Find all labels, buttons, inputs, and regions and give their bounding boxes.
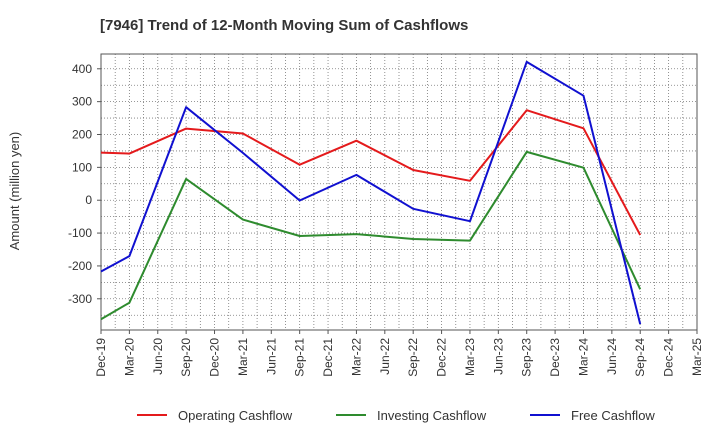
x-tick-label: Jun-23	[491, 338, 505, 375]
x-tick-label: Sep-21	[293, 338, 307, 377]
legend: Operating Cashflow Investing Cashflow Free…	[137, 408, 655, 423]
x-tick-label: Mar-21	[236, 338, 250, 376]
y-tick-label: 400	[72, 62, 92, 76]
x-tick-label: Mar-20	[122, 338, 136, 376]
series-line-operating-cashflow	[100, 109, 642, 236]
x-tick-label: Sep-23	[520, 338, 534, 377]
x-tick-label: Sep-22	[406, 338, 420, 377]
y-tick-label: 200	[72, 128, 92, 142]
x-tick-label: Dec-24	[662, 338, 676, 377]
y-tick-label: 100	[72, 160, 92, 174]
axes: 400 300 200 100 0 -100 -200 -300 Dec-19 Mar-20 Jun…	[68, 53, 704, 377]
legend-label: Operating Cashflow	[178, 408, 293, 423]
x-tick-label: Dec-23	[548, 338, 562, 377]
x-tick-label: Dec-22	[435, 338, 449, 377]
x-tick-label: Dec-19	[94, 338, 108, 377]
plot-area-border	[100, 53, 698, 331]
y-tick-label: -200	[68, 259, 92, 273]
y-tick-label: 300	[72, 95, 92, 109]
series-line-free-cashflow	[100, 60, 642, 325]
legend-label: Free Cashflow	[571, 408, 655, 423]
series-lines	[100, 60, 642, 325]
chart-title: [7946] Trend of 12-Month Moving Sum of C…	[100, 17, 468, 34]
legend-label: Investing Cashflow	[377, 408, 487, 423]
x-tick-label: Dec-20	[208, 338, 222, 377]
series-line-investing-cashflow	[100, 150, 642, 321]
y-tick-label: 0	[85, 193, 92, 207]
x-tick-label: Mar-24	[576, 338, 590, 376]
x-tick-label: Mar-23	[463, 338, 477, 376]
x-tick-label: Dec-21	[321, 338, 335, 377]
x-tick-label: Jun-22	[378, 338, 392, 375]
y-axis-label: Amount (million yen)	[7, 132, 22, 251]
x-tick-label: Sep-24	[633, 338, 647, 377]
y-tick-label: -300	[68, 292, 92, 306]
x-tick-label: Jun-24	[605, 338, 619, 375]
x-tick-label: Sep-20	[179, 338, 193, 377]
x-tick-label: Jun-21	[264, 338, 278, 375]
x-tick-label: Jun-20	[151, 338, 165, 375]
y-tick-label: -100	[68, 226, 92, 240]
x-tick-label: Mar-25	[690, 338, 704, 376]
x-tick-label: Mar-22	[349, 338, 363, 376]
